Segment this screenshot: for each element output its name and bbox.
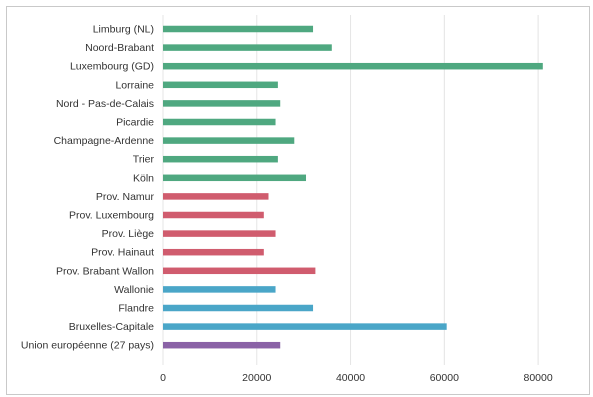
category-label: Prov. Hainaut — [91, 247, 154, 259]
bar-17 — [163, 341, 281, 349]
bar-15 — [163, 304, 314, 312]
category-label: Nord - Pas-de-Calais — [56, 98, 154, 110]
x-tick-label: 0 — [160, 372, 166, 384]
category-label: Limburg (NL) — [93, 24, 154, 36]
category-label: Prov. Namur — [96, 191, 155, 203]
bar-12 — [163, 248, 264, 256]
x-tick-label: 20000 — [242, 372, 271, 384]
x-tick-label: 60000 — [430, 372, 459, 384]
bar-5 — [163, 118, 276, 126]
category-label: Prov. Liège — [102, 228, 154, 240]
bar-6 — [163, 137, 295, 144]
bars — [163, 25, 543, 349]
category-label: Prov. Brabant Wallon — [56, 265, 154, 277]
category-label: Bruxelles-Capitale — [69, 321, 154, 333]
category-label: Noord-Brabant — [85, 42, 154, 54]
bar-11 — [163, 230, 276, 237]
bar-2 — [163, 62, 543, 70]
bar-8 — [163, 174, 307, 182]
category-label: Trier — [133, 154, 155, 166]
chart-frame: Limburg (NL) Noord-Brabant Luxembourg (GD)… — [6, 6, 590, 395]
category-label: Union européenne (27 pays) — [21, 340, 154, 352]
bar-chart: Limburg (NL) Noord-Brabant Luxembourg (GD)… — [21, 15, 553, 384]
category-label: Köln — [133, 172, 154, 184]
bar-4 — [163, 100, 281, 107]
bar-14 — [163, 286, 276, 293]
bar-3 — [163, 81, 278, 89]
bar-13 — [163, 267, 316, 275]
category-label: Wallonie — [114, 284, 154, 296]
bar-10 — [163, 211, 264, 219]
bar-16 — [163, 323, 447, 330]
bar-0 — [163, 25, 314, 33]
bar-7 — [163, 155, 278, 163]
category-label: Flandre — [118, 303, 154, 315]
category-label: Luxembourg (GD) — [70, 61, 154, 73]
x-tick-label: 80000 — [524, 372, 553, 384]
bar-9 — [163, 193, 269, 200]
x-tick-label: 40000 — [336, 372, 365, 384]
category-label: Picardie — [116, 117, 154, 129]
category-label: Champagne-Ardenne — [54, 135, 155, 147]
bar-1 — [163, 44, 332, 51]
x-axis-tick-labels: 0 20000 40000 60000 80000 — [160, 372, 553, 384]
category-labels: Limburg (NL) Noord-Brabant Luxembourg (GD)… — [21, 24, 155, 352]
category-label: Lorraine — [115, 79, 154, 91]
category-label: Prov. Luxembourg — [69, 210, 154, 222]
